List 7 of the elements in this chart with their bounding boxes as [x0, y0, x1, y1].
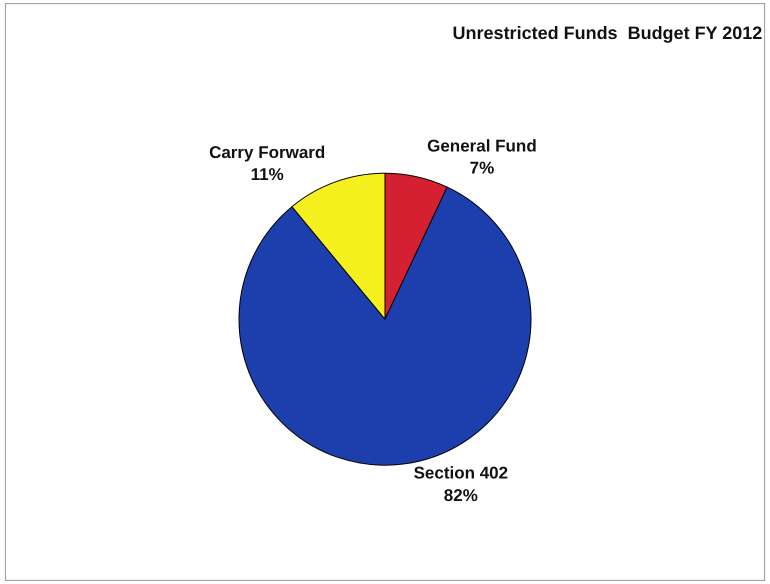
- slice-label: General Fund: [427, 136, 537, 156]
- data-label: 82%: [444, 486, 478, 505]
- slice-label: Carry Forward: [209, 143, 326, 162]
- data-label: 11%: [250, 165, 284, 184]
- slice-label: Section 402: [414, 464, 508, 483]
- data-label: 7%: [470, 158, 494, 178]
- text: Unrestricted Funds Budget FY 2012: [452, 22, 762, 43]
